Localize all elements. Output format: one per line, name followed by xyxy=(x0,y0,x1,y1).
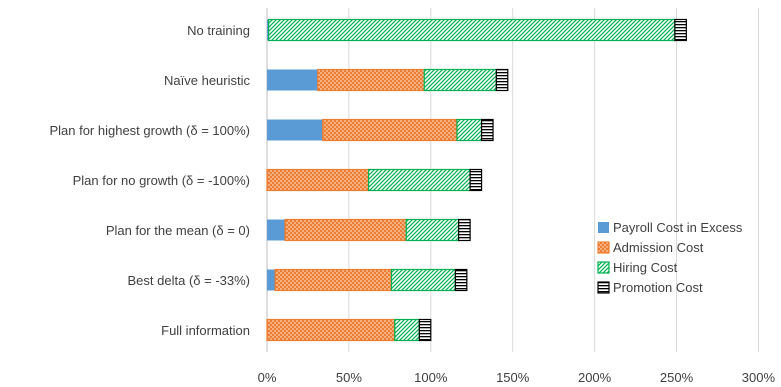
category-label: Best delta (δ = -33%) xyxy=(128,273,250,288)
x-tick-labels: 0% 50% 100% 150% 200% 250% 300% xyxy=(258,370,776,385)
bar-hiring-cost xyxy=(367,168,471,192)
bar-admission-cost xyxy=(266,318,396,342)
legend-label: Admission Cost xyxy=(613,240,704,255)
bar-hiring-cost xyxy=(394,318,420,342)
bar-promotion-cost xyxy=(674,18,687,42)
bars xyxy=(266,18,687,342)
bar-admission-cost xyxy=(317,68,425,92)
legend-swatch xyxy=(597,241,610,254)
legend-label: Payroll Cost in Excess xyxy=(613,220,743,235)
category-label: Plan for highest growth (δ = 100%) xyxy=(49,123,250,138)
bar-payroll-cost-in-excess xyxy=(267,219,286,241)
bar-payroll-cost-in-excess xyxy=(267,269,276,291)
bar-promotion-cost xyxy=(418,318,432,342)
category-labels: No training Naïve heuristic Plan for highe… xyxy=(49,23,250,338)
bar-promotion-cost xyxy=(480,118,494,142)
x-tick-label: 250% xyxy=(660,370,694,385)
legend-swatch xyxy=(597,281,610,294)
x-tick-label: 200% xyxy=(578,370,612,385)
x-tick-label: 100% xyxy=(414,370,448,385)
category-label: Plan for the mean (δ = 0) xyxy=(106,223,250,238)
bar-hiring-cost xyxy=(423,68,497,92)
bar-promotion-cost xyxy=(495,68,509,92)
legend-swatch xyxy=(598,222,609,233)
bar-hiring-cost xyxy=(268,18,676,42)
category-label: No training xyxy=(187,23,250,38)
bar-payroll-cost-in-excess xyxy=(267,119,323,141)
bar-hiring-cost xyxy=(390,268,456,292)
x-tick-label: 50% xyxy=(336,370,362,385)
bar-hiring-cost xyxy=(405,218,460,242)
category-label: Naïve heuristic xyxy=(164,73,250,88)
x-tick-label: 150% xyxy=(496,370,530,385)
bar-promotion-cost xyxy=(454,268,468,292)
category-label: Plan for no growth (δ = -100%) xyxy=(73,173,250,188)
bar-promotion-cost xyxy=(469,168,483,192)
bar-hiring-cost xyxy=(456,118,483,142)
legend-label: Promotion Cost xyxy=(613,280,703,295)
legend-label: Hiring Cost xyxy=(613,260,678,275)
bar-admission-cost xyxy=(322,118,458,142)
x-tick-label: 300% xyxy=(742,370,776,385)
legend-swatch xyxy=(597,261,610,274)
x-tick-label: 0% xyxy=(258,370,277,385)
bar-admission-cost xyxy=(284,218,407,242)
category-label: Full information xyxy=(161,323,250,338)
legend: Payroll Cost in Excess Admission Cost Hiri… xyxy=(597,220,743,295)
bar-admission-cost xyxy=(274,268,393,292)
bar-admission-cost xyxy=(266,168,370,192)
bar-promotion-cost xyxy=(458,218,471,242)
bar-payroll-cost-in-excess xyxy=(267,69,318,91)
bar-payroll-cost-in-excess xyxy=(267,19,269,41)
